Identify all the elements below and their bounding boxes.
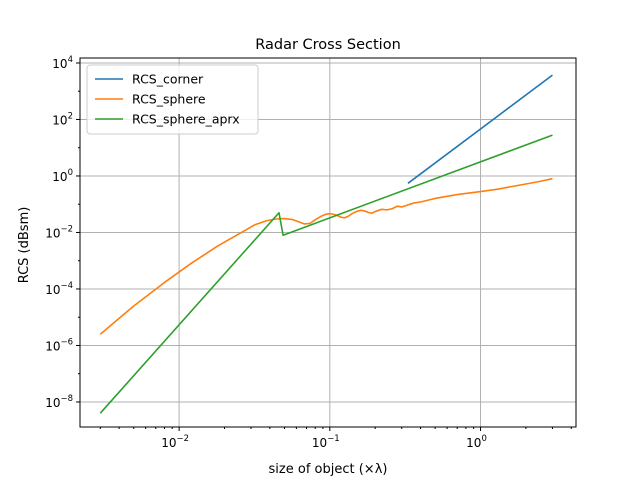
x-tick-label: 10−1 (312, 434, 340, 450)
legend-label: RCS_sphere (132, 92, 206, 107)
series-line-rcs-corner (407, 74, 553, 184)
y-tick-label: 102 (52, 111, 73, 127)
series-line-rcs-sphere-aprx (99, 134, 553, 414)
grid-lines (80, 58, 576, 427)
plot-frame (79, 57, 577, 428)
y-tick-label: 10−8 (45, 394, 73, 410)
series-lines (99, 74, 553, 414)
x-axis-label: size of object (×λ) (269, 462, 388, 477)
y-tick-label: 104 (52, 55, 73, 71)
chart-title: Radar Cross Section (255, 37, 401, 53)
x-tick-label: 100 (466, 434, 487, 450)
y-tick-label: 10−4 (45, 281, 73, 297)
axis-ticks: 10−2 10−1 100 10−8 10−6 10−4 10−2 100 102 104 (45, 55, 572, 450)
y-tick-label: 10−6 (45, 337, 73, 353)
legend: RCS_corner RCS_sphere RCS_sphere_aprx (86, 64, 259, 135)
series-line-rcs-sphere (99, 177, 553, 335)
y-tick-label: 10−2 (45, 224, 73, 240)
legend-label: RCS_sphere_aprx (132, 112, 240, 127)
y-axis-label: RCS (dBsm) (17, 207, 32, 284)
x-tick-label: 10−2 (161, 434, 189, 450)
legend-label: RCS_corner (132, 72, 204, 87)
y-tick-label: 100 (52, 168, 73, 184)
legend-box (86, 64, 259, 135)
